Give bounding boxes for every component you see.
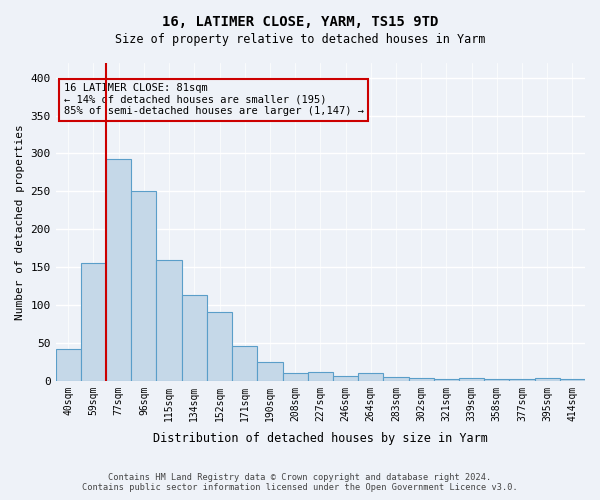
Text: Size of property relative to detached houses in Yarm: Size of property relative to detached ho… xyxy=(115,32,485,46)
Bar xyxy=(257,362,283,381)
Text: 16, LATIMER CLOSE, YARM, TS15 9TD: 16, LATIMER CLOSE, YARM, TS15 9TD xyxy=(162,15,438,29)
Bar xyxy=(207,312,232,381)
Bar xyxy=(560,378,585,381)
X-axis label: Distribution of detached houses by size in Yarm: Distribution of detached houses by size … xyxy=(153,432,488,445)
Bar xyxy=(106,158,131,381)
Bar xyxy=(283,373,308,381)
Bar xyxy=(409,378,434,381)
Bar xyxy=(131,190,157,381)
Bar xyxy=(459,378,484,381)
Text: 16 LATIMER CLOSE: 81sqm
← 14% of detached houses are smaller (195)
85% of semi-d: 16 LATIMER CLOSE: 81sqm ← 14% of detache… xyxy=(64,83,364,116)
Bar xyxy=(308,372,333,381)
Bar xyxy=(232,346,257,381)
Bar xyxy=(157,260,182,381)
Text: Contains HM Land Registry data © Crown copyright and database right 2024.
Contai: Contains HM Land Registry data © Crown c… xyxy=(82,473,518,492)
Bar xyxy=(484,378,509,381)
Y-axis label: Number of detached properties: Number of detached properties xyxy=(15,124,25,320)
Bar xyxy=(333,376,358,381)
Bar xyxy=(535,378,560,381)
Bar xyxy=(358,373,383,381)
Bar xyxy=(509,380,535,381)
Bar xyxy=(56,349,81,381)
Bar xyxy=(383,377,409,381)
Bar xyxy=(182,295,207,381)
Bar xyxy=(434,380,459,381)
Bar xyxy=(81,264,106,381)
